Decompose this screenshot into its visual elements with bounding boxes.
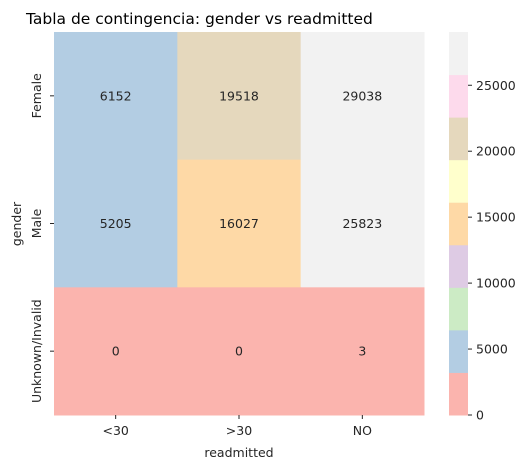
- y-tick-label: Male: [29, 208, 44, 238]
- cell-value-label: 29038: [342, 88, 382, 103]
- colorbar-tick-label: 25000: [476, 78, 516, 93]
- colorbar-segment: [449, 287, 468, 331]
- heatmap-cells: [54, 32, 425, 416]
- cell-value-label: 25823: [342, 216, 382, 231]
- heatmap-cell: [54, 32, 178, 161]
- y-tick-label: Unknown/Invalid: [29, 299, 44, 403]
- colorbar-tick-label: 10000: [476, 276, 516, 291]
- x-axis-label: readmitted: [204, 445, 273, 460]
- chart-title: Tabla de contingencia: gender vs readmit…: [25, 10, 373, 28]
- cell-value-label: 5205: [100, 216, 132, 231]
- y-axis-label: gender: [9, 201, 24, 246]
- colorbar-segment: [449, 329, 468, 373]
- colorbar-segment: [449, 372, 468, 416]
- heatmap-cell: [300, 159, 425, 288]
- cell-value-label: 0: [112, 344, 120, 359]
- colorbar-tick-label: 5000: [476, 342, 508, 357]
- colorbar-segment: [449, 244, 468, 288]
- cell-value-label: 3: [358, 344, 366, 359]
- heatmap-cell: [300, 32, 425, 161]
- cell-value-label: 16027: [219, 216, 259, 231]
- y-axis-ticks: Female Male Unknown/Invalid: [29, 73, 54, 403]
- heatmap-cell: [177, 159, 302, 288]
- x-tick-label: >30: [226, 423, 252, 438]
- cell-value-label: 0: [235, 344, 243, 359]
- colorbar-tick-label: 20000: [476, 144, 516, 159]
- colorbar-segment: [449, 202, 468, 246]
- colorbar-segment: [449, 74, 468, 118]
- colorbar: [449, 32, 468, 416]
- cell-value-label: 19518: [219, 88, 259, 103]
- y-tick-label: Female: [29, 73, 44, 119]
- colorbar-segment: [449, 159, 468, 203]
- cell-value-label: 6152: [100, 88, 132, 103]
- heatmap-cell: [54, 159, 178, 288]
- colorbar-tick-label: 0: [476, 408, 484, 423]
- heatmap-cell: [177, 287, 302, 416]
- cell-annotations: 6152 19518 29038 5205 16027 25823 0 0 3: [100, 88, 383, 358]
- x-tick-label: NO: [353, 423, 372, 438]
- heatmap-cell: [54, 287, 178, 416]
- heatmap-cell: [177, 32, 302, 161]
- heatmap-cell: [300, 287, 425, 416]
- colorbar-segment: [449, 117, 468, 161]
- x-axis-ticks: <30 >30 NO: [102, 415, 372, 438]
- colorbar-ticks: 0 5000 10000 15000 20000 25000: [468, 78, 516, 423]
- x-tick-label: <30: [102, 423, 128, 438]
- colorbar-segment: [449, 32, 468, 76]
- colorbar-tick-label: 15000: [476, 210, 516, 225]
